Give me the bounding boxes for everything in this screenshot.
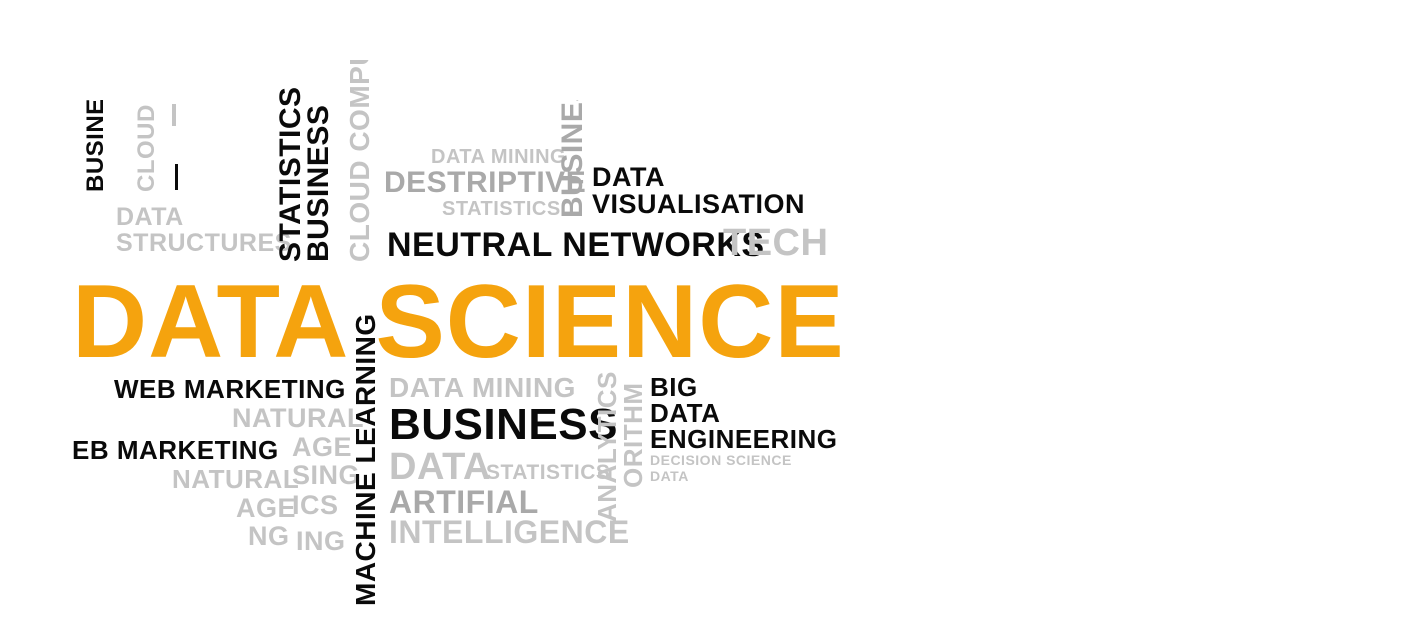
- word-tech: TECH: [723, 222, 829, 264]
- word-data-structures-1: DATA: [116, 203, 184, 231]
- word-web-marketing-1: WEB MARKETING: [114, 374, 346, 404]
- word-analytics-vertical: ANALYTICS: [592, 371, 622, 522]
- word-statistics-bottom: STATISTICS: [486, 461, 611, 484]
- word-ing: ING: [296, 526, 346, 556]
- word-destriptive: DESTRIPTIVE: [384, 166, 587, 199]
- word-data-small: DATA: [650, 468, 689, 484]
- word-natural-1: NATURAL: [232, 403, 364, 433]
- word-language-1: AGE: [292, 432, 353, 462]
- word-big: BIG: [650, 372, 698, 402]
- fragment-bar: [172, 104, 176, 126]
- word-data-mining-top: DATA MINING: [431, 146, 567, 168]
- word-intelligence: INTELLIGENCE: [389, 514, 630, 550]
- word-language-2: AGE: [236, 493, 297, 523]
- word-web-marketing-2: EB MARKETING: [72, 435, 279, 465]
- word-engineering: ENGINEERING: [650, 424, 838, 454]
- fragment-bar-dark: [175, 164, 178, 190]
- word-data-structures-2: STRUCTURES: [116, 229, 292, 257]
- word-data-science: DATA SCIENCE: [72, 264, 845, 380]
- word-data-visualisation-2: VISUALISATION: [592, 189, 806, 219]
- word-statistics-top: STATISTICS: [442, 198, 561, 220]
- word-machine-learning: MACHINE LEARNING: [350, 313, 381, 606]
- word-business-big: BUSINESS: [389, 400, 618, 449]
- word-ng: NG: [248, 521, 290, 551]
- mask-top: [0, 0, 1426, 100]
- word-data-visualisation-1: DATA: [592, 162, 665, 192]
- word-busine-vertical: BUSINE: [82, 98, 109, 192]
- word-artifial: ARTIFIAL: [389, 484, 539, 520]
- word-algorithm-vertical: ORITHM: [618, 382, 648, 488]
- word-processing-1: SING: [292, 460, 361, 490]
- word-business-vertical-mid: BUSINESS: [302, 104, 335, 262]
- word-neutral-networks: NEUTRAL NETWORKS: [387, 226, 765, 264]
- word-decision-science: DECISION SCIENCE: [650, 452, 792, 468]
- word-data-big: DATA: [650, 398, 721, 428]
- word-data-bottom: DATA: [389, 446, 491, 488]
- word-data-mining-bottom: DATA MINING: [389, 372, 576, 403]
- word-ics: ICS: [292, 490, 339, 520]
- word-natural-2: NATURAL: [172, 464, 300, 494]
